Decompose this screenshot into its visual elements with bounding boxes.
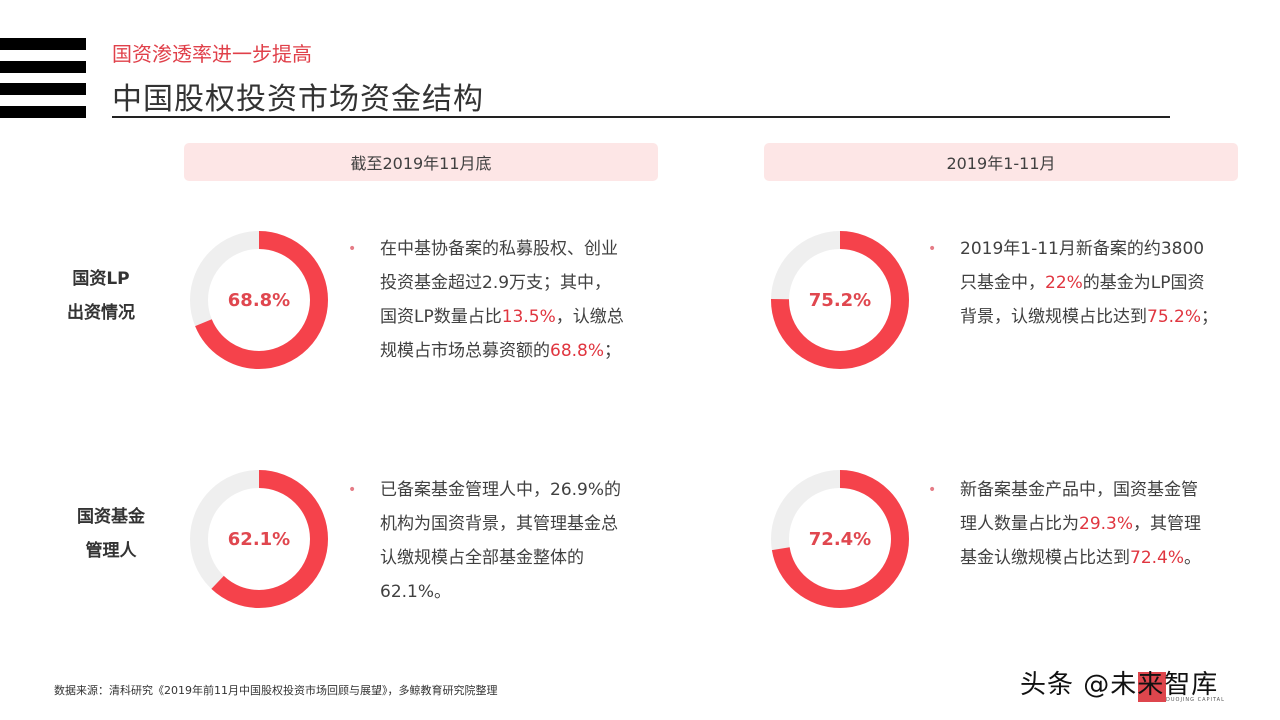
description-text: ，认缴总	[555, 307, 624, 327]
donut-svg	[190, 470, 328, 608]
donut-center-value: 68.8%	[227, 289, 291, 311]
row-label-line: 国资LP	[72, 269, 130, 289]
bar-3	[0, 83, 86, 95]
data-source-note: 数据来源：清科研究《2019年前11月中国股权投资市场回顾与展望》，多鲸教育研究…	[54, 684, 498, 697]
bar-1	[0, 38, 86, 50]
description-line: 国资LP数量占比13.5%，认缴总	[380, 300, 624, 334]
description-line: 基金认缴规模占比达到72.4%。	[960, 541, 1201, 575]
description-text: 国资LP数量占比	[380, 307, 502, 327]
bullet-icon: •	[928, 241, 937, 257]
description-text: 的基金为LP国资	[1082, 273, 1205, 293]
row-label-line: 出资情况	[67, 303, 135, 323]
description-line: 62.1%。	[380, 575, 621, 609]
period-header-as-of-nov: 截至2019年11月底	[184, 143, 658, 181]
description-text: 新备案基金产品中，国资基金管	[960, 480, 1198, 500]
description-manager-ytd: • 新备案基金产品中，国资基金管 理人数量占比为29.3%，其管理 基金认缴规模占比…	[928, 473, 1201, 575]
description-line: 背景，认缴规模占比达到75.2%；	[960, 300, 1218, 334]
watermark-logo-icon	[1138, 672, 1166, 702]
description-line: 2019年1-11月新备案的约3800	[960, 232, 1218, 266]
highlight-value: 75.2%	[1147, 307, 1202, 327]
description-text: 理人数量占比为	[960, 514, 1079, 534]
bullet-icon: •	[928, 482, 937, 498]
donut-chart-manager-ytd: 72.4%	[770, 469, 910, 609]
donut-chart-manager-asof: 62.1%	[189, 469, 329, 609]
donut-center-value: 62.1%	[227, 528, 291, 550]
highlight-value: 29.3%	[1079, 514, 1134, 534]
row-label-manager: 国资基金 管理人	[56, 500, 166, 568]
description-text: 投资基金超过2.9万支；其中，	[380, 273, 612, 293]
donut-svg	[771, 231, 909, 369]
description-text: 认缴规模占全部基金整体的	[380, 548, 584, 568]
row-label-line: 国资基金	[77, 507, 145, 527]
row-label-lp: 国资LP 出资情况	[46, 262, 156, 330]
bar-4	[0, 106, 86, 118]
donut-chart-lp-asof: 68.8%	[189, 230, 329, 370]
description-line: 在中基协备案的私募股权、创业	[380, 232, 624, 266]
bar-2	[0, 61, 86, 73]
bullet-icon: •	[348, 482, 357, 498]
donut-chart-lp-ytd: 75.2%	[770, 230, 910, 370]
highlight-value: 72.4%	[1130, 548, 1185, 568]
description-line: 已备案基金管理人中，26.9%的	[380, 473, 621, 507]
description-text: 62.1%。	[380, 582, 452, 602]
description-line: 理人数量占比为29.3%，其管理	[960, 507, 1201, 541]
description-text: 基金认缴规模占比达到	[960, 548, 1130, 568]
highlight-value: 22%	[1045, 273, 1083, 293]
description-text: ；	[1201, 307, 1219, 327]
description-lp-asof: • 在中基协备案的私募股权、创业 投资基金超过2.9万支；其中， 国资LP数量占比1…	[348, 232, 624, 368]
donut-svg	[190, 231, 328, 369]
donut-svg	[771, 470, 909, 608]
description-line: 认缴规模占全部基金整体的	[380, 541, 621, 575]
description-line: 投资基金超过2.9万支；其中，	[380, 266, 624, 300]
description-text: 。	[1184, 548, 1202, 568]
page-title: 中国股权投资市场资金结构	[112, 82, 484, 117]
donut-center-value: 72.4%	[808, 528, 872, 550]
row-label-line: 管理人	[85, 541, 137, 561]
description-text: 2019年1-11月新备案的约3800	[960, 239, 1205, 259]
donut-center-value: 75.2%	[808, 289, 872, 311]
description-text: 背景，认缴规模占比达到	[960, 307, 1147, 327]
description-line: 新备案基金产品中，国资基金管	[960, 473, 1201, 507]
description-text: 规模占市场总募资额的	[380, 341, 550, 361]
watermark-caption: DUOJING CAPITAL	[1166, 697, 1225, 703]
description-text: 在中基协备案的私募股权、创业	[380, 239, 618, 259]
description-line: 机构为国资背景，其管理基金总	[380, 507, 621, 541]
highlight-value: 13.5%	[501, 307, 556, 327]
bullet-icon: •	[348, 241, 357, 257]
description-text: ，其管理	[1133, 514, 1202, 534]
description-text: 已备案基金管理人中，26.9%的	[380, 480, 622, 500]
watermark-text: 头条 @未来智库	[1020, 670, 1219, 700]
description-lp-ytd: • 2019年1-11月新备案的约3800 只基金中，22%的基金为LP国资 背景，…	[928, 232, 1218, 334]
highlight-value: 68.8%	[550, 341, 605, 361]
description-line: 规模占市场总募资额的68.8%；	[380, 334, 624, 368]
period-header-jan-nov: 2019年1-11月	[764, 143, 1238, 181]
description-manager-asof: • 已备案基金管理人中，26.9%的 机构为国资背景，其管理基金总 认缴规模占全部基…	[348, 473, 621, 609]
description-text: ；	[604, 341, 622, 361]
description-line: 只基金中，22%的基金为LP国资	[960, 266, 1218, 300]
description-text: 只基金中，	[960, 273, 1045, 293]
title-divider	[112, 116, 1170, 118]
description-text: 机构为国资背景，其管理基金总	[380, 514, 618, 534]
page-subtitle: 国资渗透率进一步提高	[112, 42, 312, 66]
